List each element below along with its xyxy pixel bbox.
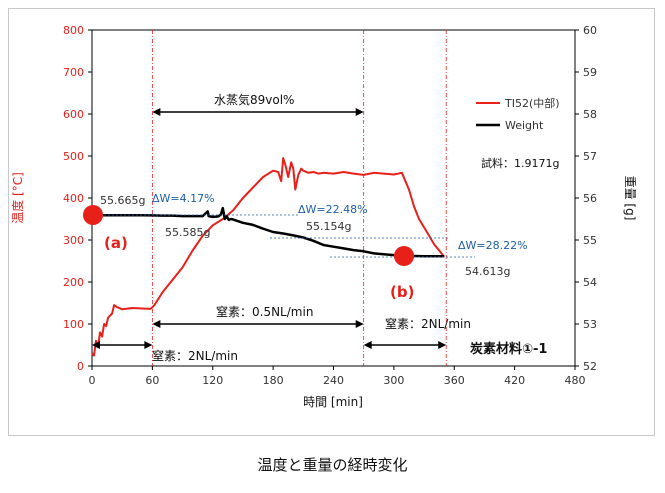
- y-right-tick-label: 54: [583, 276, 597, 289]
- delta-w-2: ΔW=22.48%: [298, 203, 368, 216]
- y-right-tick-label: 60: [583, 24, 597, 37]
- y-right-tick-label: 53: [583, 318, 597, 331]
- chart-frame: [8, 8, 655, 436]
- weight-label-270min: 55.154g: [306, 220, 351, 233]
- x-tick-label: 0: [89, 374, 96, 387]
- y-left-tick-label: 400: [63, 192, 84, 205]
- steam-arrow-head-right: [355, 108, 364, 116]
- steam-arrow-head-left: [152, 108, 161, 116]
- y-right-tick-label: 58: [583, 108, 597, 121]
- point-a-label: (a): [104, 234, 128, 252]
- y-left-axis-label: 温度 [°C]: [10, 172, 25, 224]
- y-left-tick-label: 500: [63, 150, 84, 163]
- y-left-tick-label: 600: [63, 108, 84, 121]
- y-left-tick-label: 200: [63, 276, 84, 289]
- n2-2-start-arrow-head-right: [144, 341, 153, 349]
- delta-w-3: ΔW=28.22%: [458, 239, 528, 252]
- sample-label: 試料：1.9171g: [481, 156, 559, 170]
- weight-label-final: 54.613g: [465, 265, 510, 278]
- y-left-tick-label: 0: [77, 360, 84, 373]
- y-right-tick-label: 56: [583, 192, 597, 205]
- material-label: 炭素材料①-1: [470, 341, 547, 357]
- x-tick-label: 240: [323, 374, 344, 387]
- n2-05-arrow-head-right: [355, 320, 364, 328]
- reference-dashes: [92, 214, 475, 258]
- caption: 温度と重量の経時変化: [257, 456, 408, 474]
- weight-label-initial: 55.665g: [100, 194, 145, 207]
- point-b-label: (b): [390, 283, 414, 301]
- y-right-tick-label: 55: [583, 234, 597, 247]
- x-tick-label: 60: [145, 374, 159, 387]
- vertical-lines: [151, 30, 447, 366]
- x-tick-label: 120: [202, 374, 223, 387]
- y-right-tick-label: 59: [583, 66, 597, 79]
- steam-label: 水蒸気89vol%: [214, 92, 294, 107]
- x-tick-label: 420: [504, 374, 525, 387]
- y-right-tick-label: 52: [583, 360, 597, 373]
- y-right-tick-label: 57: [583, 150, 597, 163]
- n2-05-arrow-head-left: [152, 320, 161, 328]
- chart: 0 60 120 180 240 300 360 420 480 0 100 200 300 400 50…: [10, 24, 637, 409]
- y-left-tick-label: 300: [63, 234, 84, 247]
- marker-b: [394, 246, 414, 266]
- n2-2-end-label: 窒素：2NL/min: [385, 316, 471, 331]
- weight-label-60min: 55.585g: [165, 226, 210, 239]
- x-tick-label: 360: [444, 374, 465, 387]
- n2-2-end-arrow-head-right: [438, 341, 447, 349]
- marker-a: [83, 205, 103, 225]
- y-left-tick-label: 100: [63, 318, 84, 331]
- y-right-axis-label: 重量 [g]: [623, 176, 637, 221]
- legend-label-weight: Weight: [505, 119, 544, 132]
- x-tick-label: 300: [383, 374, 404, 387]
- y-left-ticks: 0 100 200 300 400 500 600 700 800: [63, 24, 92, 373]
- legend: TI52(中部) Weight: [476, 96, 560, 132]
- legend-label-temperature: TI52(中部): [504, 96, 560, 110]
- delta-w-1: ΔW=4.17%: [152, 192, 215, 205]
- y-right-ticks: 52 53 54 55 56 57 58 59 60: [575, 24, 597, 373]
- y-left-tick-label: 800: [63, 24, 84, 37]
- x-tick-label: 180: [263, 374, 284, 387]
- x-ticks: 0 60 120 180 240 300 360 420 480: [89, 366, 586, 387]
- n2-05-label: 窒素：0.5NL/min: [216, 304, 313, 319]
- y-left-tick-label: 700: [63, 66, 84, 79]
- n2-2-end-arrow-head-left: [363, 341, 372, 349]
- n2-2-start-arrow-head-left: [92, 341, 100, 349]
- x-axis-label: 時間 [min]: [303, 395, 363, 409]
- arrows: [92, 108, 447, 349]
- x-tick-label: 480: [565, 374, 586, 387]
- n2-2-start-label: 窒素：2NL/min: [152, 348, 238, 363]
- temperature-series-line: [91, 157, 445, 357]
